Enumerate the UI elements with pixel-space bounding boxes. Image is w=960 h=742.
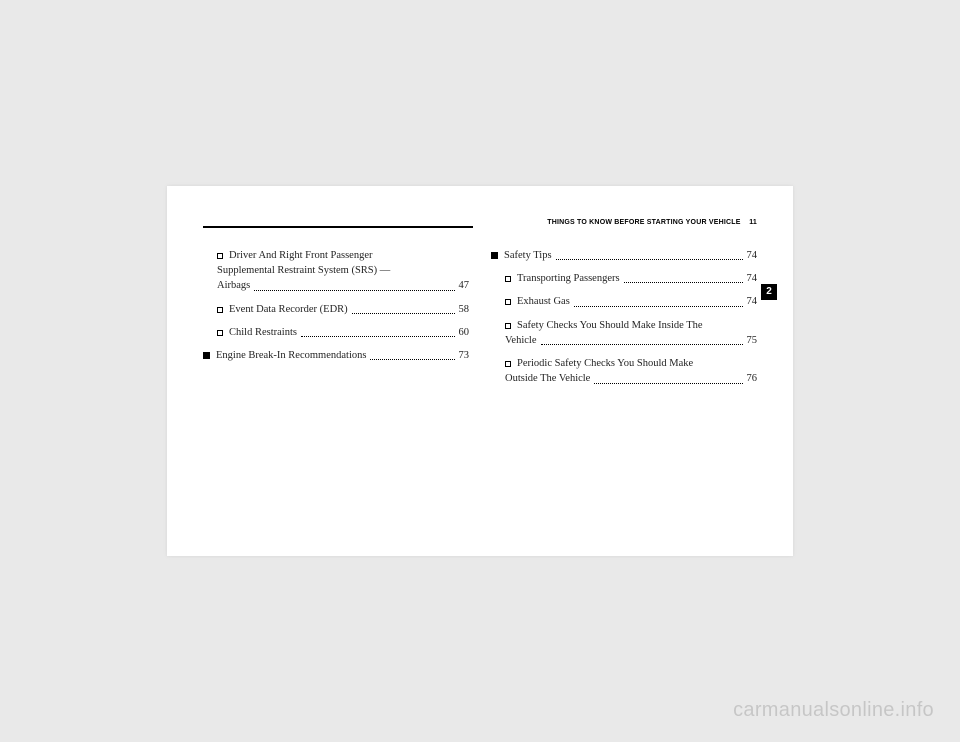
toc-title-last: Safety Tips <box>491 248 552 263</box>
toc-entry: Driver And Right Front PassengerSuppleme… <box>203 248 469 294</box>
toc-title-line: Safety Checks You Should Make Inside The <box>505 318 757 333</box>
toc-entry: Engine Break-In Recommendations 73 <box>203 348 469 363</box>
bullet-main-icon <box>203 352 210 359</box>
toc-title-last: Transporting Passengers <box>505 271 620 286</box>
toc-leader-dots <box>556 259 743 260</box>
toc-content: Driver And Right Front PassengerSuppleme… <box>203 248 757 395</box>
header-text: THINGS TO KNOW BEFORE STARTING YOUR VEHI… <box>547 219 757 226</box>
bullet-sub-icon <box>217 307 223 313</box>
toc-entry: Periodic Safety Checks You Should MakeOu… <box>491 356 757 386</box>
manual-page: THINGS TO KNOW BEFORE STARTING YOUR VEHI… <box>167 186 793 556</box>
toc-entry: Child Restraints 60 <box>203 325 469 340</box>
toc-page-number: 74 <box>747 294 758 309</box>
bullet-sub-icon <box>505 299 511 305</box>
toc-leader-dots <box>352 313 455 314</box>
bullet-sub-icon <box>505 361 511 367</box>
toc-column-left: Driver And Right Front PassengerSuppleme… <box>203 248 469 395</box>
toc-title-last: Airbags <box>217 278 250 293</box>
chapter-tab: 2 <box>761 284 777 300</box>
toc-title-last: Event Data Recorder (EDR) <box>217 302 348 317</box>
toc-leader-dots <box>541 344 743 345</box>
toc-title-last: Child Restraints <box>217 325 297 340</box>
toc-leader-dots <box>370 359 454 360</box>
bullet-main-icon <box>491 252 498 259</box>
bullet-sub-icon <box>217 330 223 336</box>
section-title: THINGS TO KNOW BEFORE STARTING YOUR VEHI… <box>547 219 740 226</box>
toc-entry: Transporting Passengers 74 <box>491 271 757 286</box>
toc-page-number: 74 <box>747 271 758 286</box>
toc-page-number: 74 <box>747 248 758 263</box>
toc-title-last: Vehicle <box>505 333 537 348</box>
toc-entry: Event Data Recorder (EDR) 58 <box>203 302 469 317</box>
bullet-sub-icon <box>505 323 511 329</box>
bullet-sub-icon <box>217 253 223 259</box>
toc-page-number: 60 <box>459 325 470 340</box>
toc-title-line: Periodic Safety Checks You Should Make <box>505 356 757 371</box>
toc-entry: Safety Tips 74 <box>491 248 757 263</box>
toc-title-line: Driver And Right Front Passenger <box>217 248 469 263</box>
toc-leader-dots <box>254 290 454 291</box>
header-rule <box>203 226 473 228</box>
toc-column-right: Safety Tips74Transporting Passengers74Ex… <box>491 248 757 395</box>
toc-page-number: 75 <box>747 333 758 348</box>
toc-page-number: 58 <box>459 302 470 317</box>
toc-entry: Exhaust Gas 74 <box>491 294 757 309</box>
toc-leader-dots <box>574 306 743 307</box>
toc-leader-dots <box>624 282 743 283</box>
toc-page-number: 47 <box>459 278 470 293</box>
toc-entry: Safety Checks You Should Make Inside The… <box>491 318 757 348</box>
toc-title-last: Exhaust Gas <box>505 294 570 309</box>
toc-leader-dots <box>594 383 742 384</box>
page-number: 11 <box>749 219 757 226</box>
bullet-sub-icon <box>505 276 511 282</box>
toc-page-number: 76 <box>747 371 758 386</box>
toc-title-last: Engine Break-In Recommendations <box>203 348 366 363</box>
toc-title-line: Supplemental Restraint System (SRS) — <box>217 263 469 278</box>
page-header: THINGS TO KNOW BEFORE STARTING YOUR VEHI… <box>203 222 757 238</box>
watermark: carmanualsonline.info <box>733 699 934 722</box>
toc-title-last: Outside The Vehicle <box>505 371 590 386</box>
toc-page-number: 73 <box>459 348 470 363</box>
toc-leader-dots <box>301 336 455 337</box>
